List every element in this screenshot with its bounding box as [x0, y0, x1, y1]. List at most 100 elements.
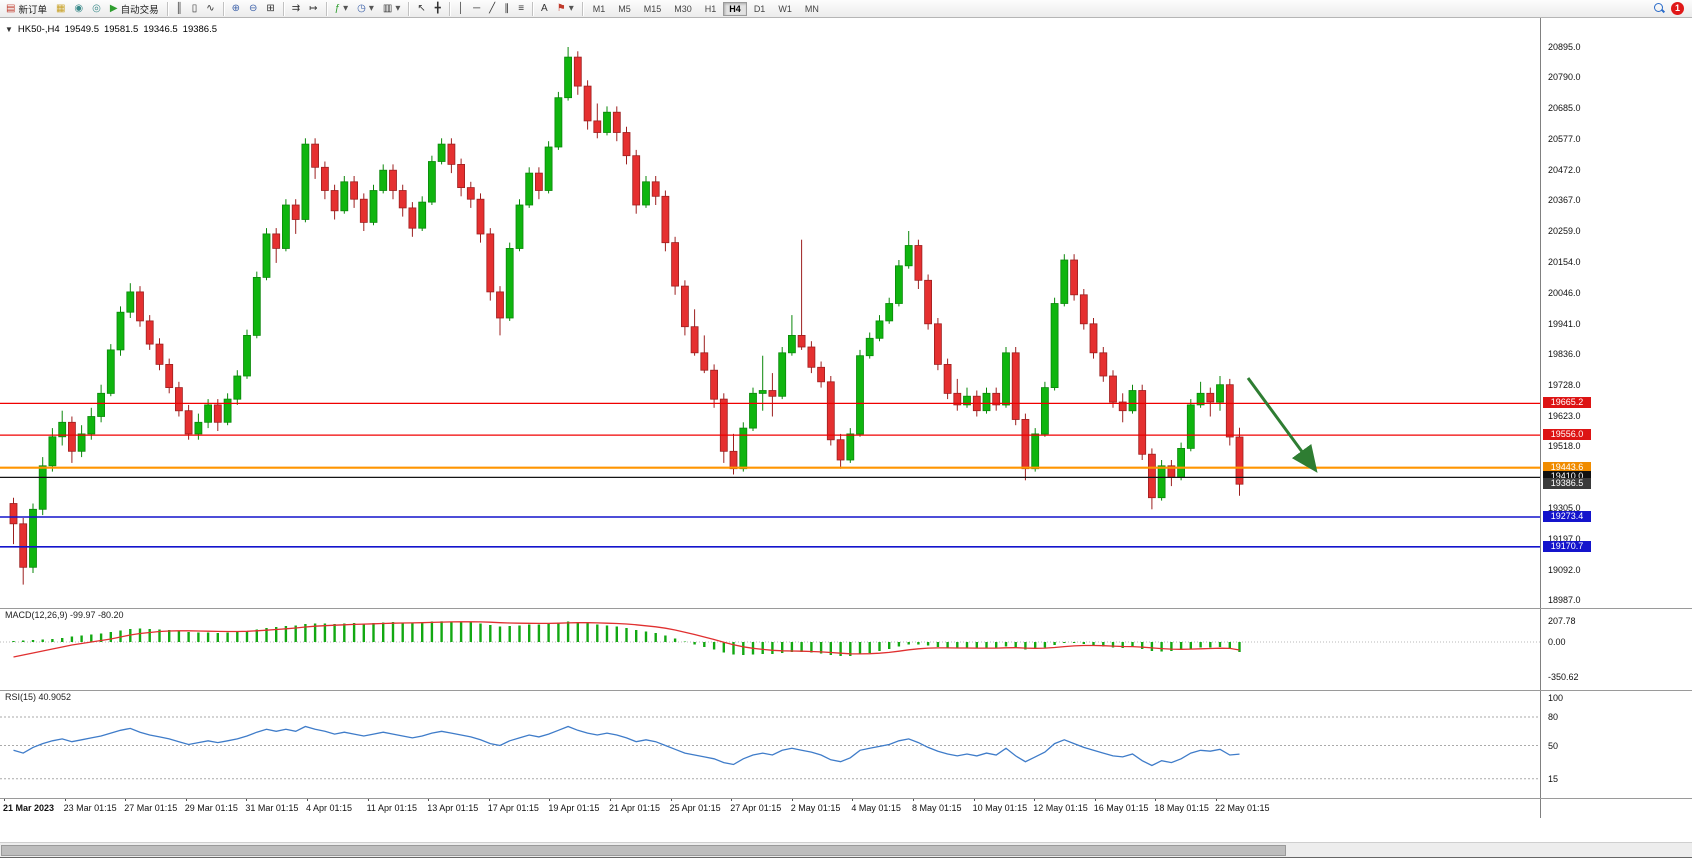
- time-axis-tick: [307, 798, 308, 801]
- price-axis[interactable]: 20895.0 20790.0 20685.0 20577.0 20472.0 20367…: [1540, 18, 1692, 818]
- templates-button[interactable]: ▥ ▾: [379, 0, 404, 18]
- bar-chart-button[interactable]: ║: [172, 0, 187, 18]
- timeframe-w1-button[interactable]: W1: [778, 3, 792, 14]
- candle-body: [661, 195, 670, 244]
- chart-ohlc-header: ▼ HK50-,H4 19549.5 19581.5 19346.5 19386…: [5, 24, 217, 35]
- candle-body: [564, 56, 572, 99]
- main-chart-panel[interactable]: ▼ HK50-,H4 19549.5 19581.5 19346.5 19386…: [0, 18, 1540, 608]
- candle-body: [865, 337, 874, 357]
- time-axis-label: 19 Apr 01:15: [548, 803, 600, 813]
- candle-body: [1177, 447, 1185, 478]
- chart-shift-button[interactable]: ↦: [305, 0, 321, 18]
- time-axis-label: 31 Mar 01:15: [245, 803, 299, 813]
- candle-body: [466, 187, 475, 200]
- timeframe-h1-button[interactable]: H1: [704, 3, 717, 14]
- one-click-trading-expand-icon[interactable]: ▼: [5, 25, 13, 34]
- panel-separator[interactable]: [0, 608, 1692, 609]
- candle-body: [291, 204, 300, 220]
- scrollbar-thumb[interactable]: [1, 845, 1286, 856]
- candlestick-chart[interactable]: [0, 18, 1540, 608]
- line-chart-button[interactable]: ∿: [202, 0, 218, 18]
- price-axis-tick: 20685.0: [1548, 102, 1581, 113]
- toolbar-separator: [448, 1, 450, 16]
- macd-panel[interactable]: MACD(12,26,9) -99.97 -80.20: [0, 608, 1540, 690]
- candle-body: [807, 346, 816, 368]
- channel-button[interactable]: ∥: [500, 0, 513, 18]
- vertical-line-button[interactable]: │: [454, 0, 468, 18]
- timeframe-mn-button[interactable]: MN: [804, 3, 819, 14]
- time-axis-tick: [791, 798, 793, 801]
- horizontal-line-button[interactable]: ─: [469, 0, 484, 18]
- candlestick-chart-icon: ▯: [191, 2, 198, 14]
- trendline-button[interactable]: ╱: [485, 0, 499, 18]
- candle-body: [58, 421, 67, 438]
- timeframe-m30-button[interactable]: M30: [674, 3, 692, 14]
- vertical-line-icon: │: [457, 2, 465, 14]
- cursor-button[interactable]: ↖: [413, 0, 429, 18]
- candle-body: [398, 190, 407, 209]
- time-axis-label: 23 Mar 01:15: [63, 803, 117, 813]
- indicators-icon: ƒ: [334, 2, 341, 14]
- time-axis-label: 18 May 01:15: [1154, 803, 1209, 813]
- macd-axis-tick: 207.78: [1548, 616, 1576, 627]
- time-axis-label: 13 Apr 01:15: [427, 803, 479, 813]
- candle-body: [252, 276, 261, 336]
- navigator-button[interactable]: ◎: [88, 0, 105, 18]
- panel-separator[interactable]: [0, 690, 1692, 691]
- zoom-in-button[interactable]: ⊕: [228, 0, 244, 18]
- new-chart-button[interactable]: ▦: [52, 0, 69, 18]
- candle-body: [301, 143, 310, 220]
- candle-body: [671, 242, 679, 287]
- time-axis[interactable]: 21 Mar 2023 23 Mar 01:15 27 Mar 01:15 29 Ma…: [0, 798, 1540, 818]
- timeframe-d1-button[interactable]: D1: [753, 3, 766, 14]
- timeframe-m5-button[interactable]: M5: [618, 3, 631, 14]
- ohlc-low: 19346.5: [143, 24, 178, 35]
- candle-body: [243, 334, 251, 377]
- candle-body: [826, 381, 835, 441]
- indicators-button[interactable]: ƒ ▾: [331, 0, 353, 18]
- autotrading-button[interactable]: ▶ 自动交易: [106, 0, 163, 18]
- arrows-tool-button[interactable]: ⚑ ▾: [553, 0, 578, 18]
- zoom-out-button[interactable]: ⊖: [245, 0, 261, 18]
- fibonacci-button[interactable]: ≡: [514, 0, 528, 18]
- candle-body: [1099, 352, 1108, 377]
- timeframe-h4-button[interactable]: H4: [723, 1, 747, 16]
- new-order-icon: ▤: [6, 2, 16, 14]
- candle-body: [437, 143, 446, 162]
- new-order-button[interactable]: ▤ 新订单: [2, 0, 51, 18]
- candle-body: [19, 523, 28, 568]
- notification-badge[interactable]: 1: [1671, 2, 1684, 15]
- candle-body: [447, 143, 456, 165]
- candle-body: [544, 146, 553, 191]
- candlestick-chart-button[interactable]: ▯: [188, 0, 202, 18]
- market-watch-button[interactable]: ◉: [70, 0, 87, 18]
- new-chart-icon: ▦: [55, 2, 66, 14]
- text-tool-button[interactable]: A: [537, 0, 552, 18]
- candle-body: [369, 190, 378, 223]
- timeframe-m15-button[interactable]: M15: [643, 3, 662, 14]
- horizontal-scrollbar[interactable]: [0, 842, 1692, 857]
- price-level-badge: 19273.4: [1543, 510, 1591, 522]
- time-axis-tick: [1155, 798, 1157, 801]
- timeframe-m1-button[interactable]: M1: [592, 3, 606, 14]
- candle-body: [846, 433, 855, 461]
- time-axis-label: 17 Apr 01:15: [487, 803, 539, 813]
- trend-arrow-annotation[interactable]: [1246, 377, 1318, 473]
- candle-body: [515, 204, 524, 249]
- search-icon[interactable]: [1654, 3, 1665, 14]
- candle-body: [710, 369, 718, 400]
- auto-scroll-button[interactable]: ⇉: [288, 0, 304, 18]
- time-axis-label: 22 May 01:15: [1215, 803, 1270, 813]
- price-level-badge: 19443.6: [1543, 461, 1591, 473]
- crosshair-button[interactable]: ╋: [431, 0, 445, 18]
- time-axis-tick: [488, 798, 490, 801]
- time-axis-tick: [610, 798, 611, 801]
- candle-body: [690, 326, 699, 354]
- tile-windows-button[interactable]: ⊞: [262, 0, 278, 18]
- periods-button[interactable]: ◷ ▾: [353, 0, 378, 18]
- new-order-label: 新订单: [18, 4, 47, 16]
- candle-body: [1186, 404, 1195, 449]
- time-axis-label: 4 May 01:15: [851, 803, 901, 813]
- candle-body: [875, 320, 884, 339]
- rsi-panel[interactable]: RSI(15) 40.9052: [0, 690, 1540, 798]
